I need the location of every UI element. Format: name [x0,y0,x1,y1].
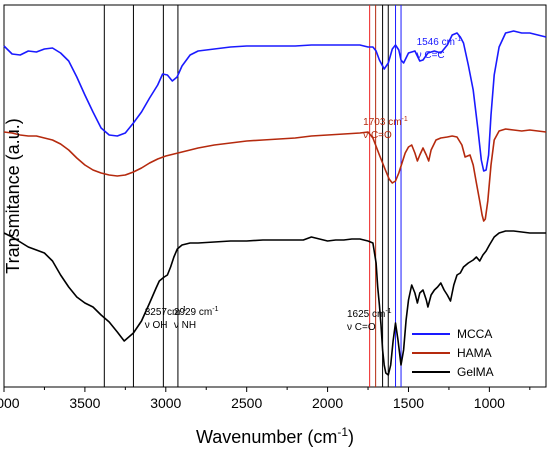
x-tick-label: 2000 [312,395,343,411]
series-line-gelma [3,230,546,376]
annotations: 3257cm-1 ν OH 2929 cm-1 ν NH 1625 cm-1 ν C=O 1… [145,36,461,333]
x-tick-label: 2500 [231,395,262,411]
annotation-label: 2929 cm-1 [174,306,219,318]
series-group [3,30,547,376]
legend-label-gelma: GelMA [457,365,494,379]
annotation-sublabel: ν C=O [347,322,376,333]
x-axis-ticks: 4000 3500 3000 2500 2000 1500 1000 [0,387,531,411]
annotation-sublabel: ν OH [145,320,168,331]
series-line-mcca [3,30,547,172]
legend-label-mcca: MCCA [457,327,492,341]
series-line-hama [3,128,547,222]
annotation-sublabel: ν C=O [363,130,392,141]
x-tick-label: 1000 [474,395,505,411]
annotation-label: 1546 cm-1 [417,36,462,48]
annotation-sublabel: ν C=C [417,50,445,61]
annotation-label: 3257cm-1 [145,306,187,318]
annotation-label: 1625 cm-1 [347,308,392,320]
annotation-label: 1703 cm-1 [363,116,408,128]
x-tick-label: 3500 [69,395,100,411]
legend-label-hama: HAMA [457,346,492,360]
x-axis-title: Wavenumber (cm-1) [196,425,354,447]
annotation-sublabel: ν NH [174,320,196,331]
x-tick-label: 1500 [393,395,424,411]
y-axis-title: Transmitance (a.u.) [3,118,23,273]
plot-area [3,4,547,388]
legend: MCCA HAMA GelMA [412,327,494,379]
x-tick-label: 3000 [150,395,181,411]
x-tick-label: 4000 [0,395,20,411]
